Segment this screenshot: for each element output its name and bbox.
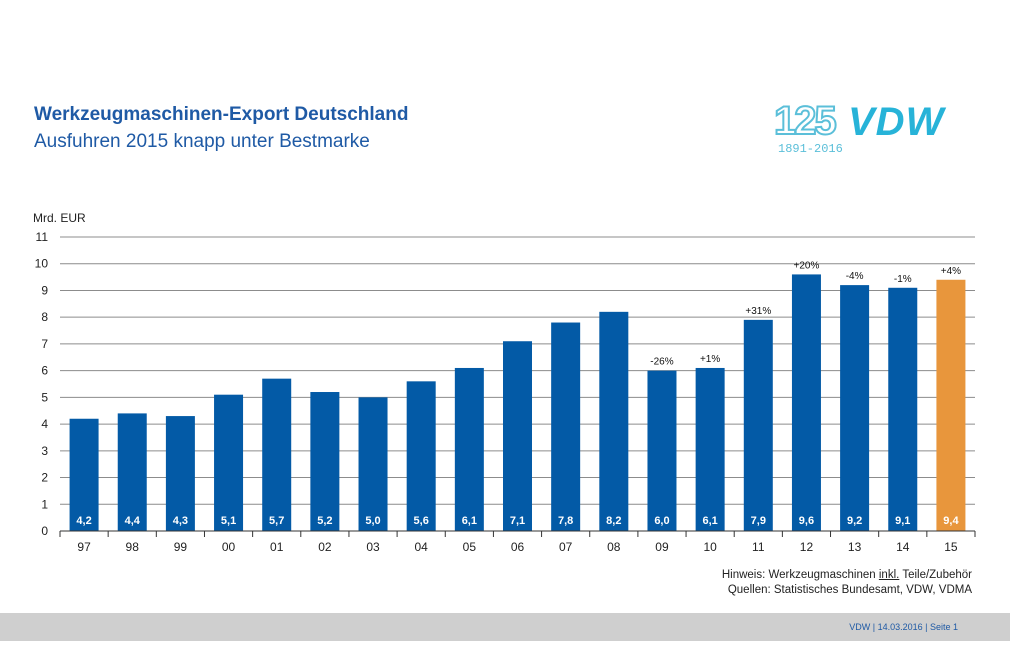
bar [599, 311, 629, 531]
x-tick-label: 01 [270, 540, 284, 554]
x-tick-label: 05 [463, 540, 477, 554]
x-tick-label: 97 [77, 540, 91, 554]
x-tick-label: 07 [559, 540, 573, 554]
x-tick-label: 08 [607, 540, 621, 554]
hint-note: Hinweis: Werkzeugmaschinen inkl. Teile/Z… [721, 569, 972, 581]
bar [743, 319, 773, 531]
logo-brand: VDW [848, 100, 947, 144]
bar-value-label: 5,6 [414, 515, 429, 527]
bar-value-label: 7,8 [558, 515, 573, 527]
change-label: +31% [745, 306, 771, 317]
change-label: +4% [941, 266, 961, 277]
footer-text: VDW | 14.03.2016 | Seite 1 [849, 622, 958, 632]
sources-note: Quellen: Statistisches Bundesamt, VDW, V… [727, 584, 972, 596]
bar-value-label: 9,6 [799, 515, 814, 527]
bar-value-label: 6,1 [702, 515, 717, 527]
notes: Hinweis: Werkzeugmaschinen inkl. Teile/Z… [722, 568, 972, 598]
y-tick-label: 6 [41, 364, 48, 378]
footer-bar: VDW | 14.03.2016 | Seite 1 [0, 613, 1010, 641]
change-label: -26% [650, 357, 673, 368]
chart-title: Werkzeugmaschinen-Export Deutschland [34, 104, 409, 125]
y-tick-label: 11 [36, 230, 49, 244]
x-tick-label: 04 [415, 540, 429, 554]
bar [69, 418, 99, 531]
x-tick-label: 03 [366, 540, 380, 554]
logo-years: 1891-2016 [778, 142, 843, 156]
bar [117, 413, 147, 531]
y-axis-label: Mrd. EUR [33, 211, 86, 225]
bar [936, 279, 966, 531]
x-tick-label: 09 [655, 540, 669, 554]
chart-subtitle: Ausfuhren 2015 knapp unter Bestmarke [34, 131, 370, 152]
x-tick-label: 06 [511, 540, 525, 554]
bar-value-label: 4,2 [76, 515, 91, 527]
y-tick-label: 7 [41, 337, 48, 351]
bar-value-label: 7,1 [510, 515, 525, 527]
bar-value-label: 5,1 [221, 515, 236, 527]
change-label: +1% [700, 354, 720, 365]
y-tick-label: 10 [35, 257, 49, 271]
bar-value-label: 9,2 [847, 515, 862, 527]
bar [406, 381, 436, 531]
bar-value-label: 8,2 [606, 515, 621, 527]
bar-value-label: 9,1 [895, 515, 910, 527]
x-tick-label: 02 [318, 540, 332, 554]
change-label: -4% [846, 271, 864, 282]
bar-value-label: 5,7 [269, 515, 284, 527]
vdw-logo: 125 VDW 1891-2016 [773, 98, 947, 156]
y-tick-label: 3 [41, 444, 48, 458]
bar-value-label: 9,4 [943, 515, 959, 527]
x-tick-label: 11 [752, 540, 765, 554]
logo-number: 125 [774, 99, 836, 143]
bar [310, 392, 340, 531]
x-tick-label: 00 [222, 540, 236, 554]
bar [647, 370, 677, 531]
bar [454, 367, 484, 531]
bar [165, 416, 195, 531]
change-label: +20% [794, 260, 820, 271]
bar [503, 341, 532, 531]
bar [840, 285, 870, 531]
bar [888, 287, 918, 531]
change-label: -1% [894, 274, 912, 285]
x-tick-label: 12 [800, 540, 814, 554]
bar-value-label: 4,3 [173, 515, 188, 527]
bar [695, 367, 725, 531]
bar-value-label: 5,0 [365, 515, 380, 527]
bar [358, 397, 388, 531]
bar-value-label: 4,4 [125, 515, 141, 527]
y-tick-label: 1 [41, 497, 48, 511]
x-tick-label: 13 [848, 540, 862, 554]
x-tick-label: 98 [126, 540, 140, 554]
y-tick-label: 2 [41, 471, 48, 485]
y-tick-label: 0 [41, 524, 48, 538]
bar-value-label: 6,0 [654, 515, 669, 527]
bar-value-label: 7,9 [751, 515, 766, 527]
x-tick-label: 15 [944, 540, 958, 554]
y-tick-label: 4 [41, 417, 48, 431]
bar [551, 322, 581, 531]
bar [262, 378, 292, 531]
bar-value-label: 5,2 [317, 515, 332, 527]
bar [791, 274, 821, 531]
x-tick-label: 14 [896, 540, 910, 554]
bar-chart: Mrd. EUR012345678910114,2974,4984,3995,1… [33, 211, 976, 554]
y-tick-label: 8 [41, 310, 48, 324]
x-tick-label: 10 [703, 540, 717, 554]
bar [214, 394, 244, 531]
y-tick-label: 5 [41, 390, 48, 404]
y-tick-label: 9 [41, 283, 48, 297]
x-tick-label: 99 [174, 540, 188, 554]
bar-value-label: 6,1 [462, 515, 477, 527]
